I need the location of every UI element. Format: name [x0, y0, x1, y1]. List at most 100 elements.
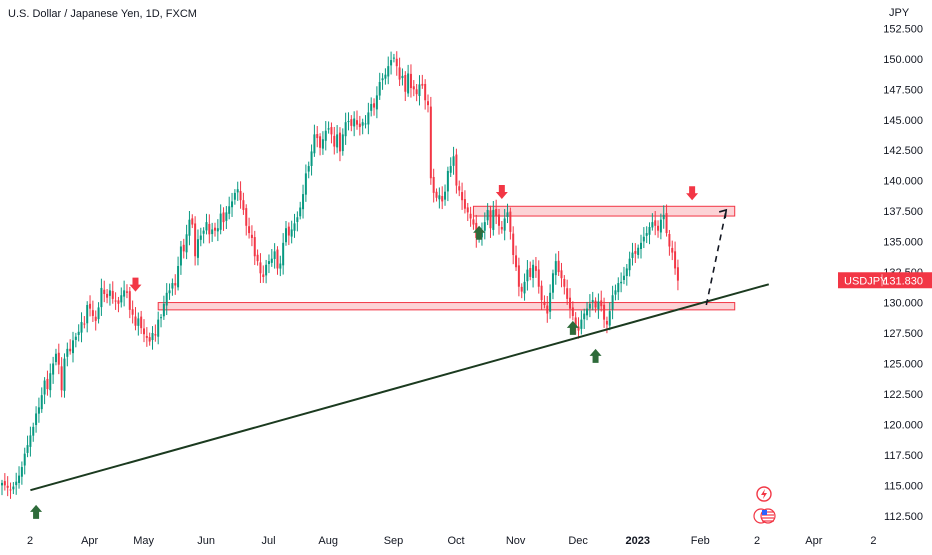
- candle-body: [165, 292, 168, 306]
- x-tick-label: Apr: [805, 535, 822, 547]
- chart-title: U.S. Dollar / Japanese Yen, 1D, FXCM: [8, 8, 197, 20]
- candle-body: [307, 166, 310, 172]
- candle-body: [214, 227, 216, 231]
- candle-body: [333, 135, 336, 147]
- candle-body: [409, 73, 412, 89]
- candle-body: [407, 73, 410, 94]
- support-zone[interactable]: [157, 302, 736, 311]
- x-tick-label: Feb: [691, 535, 710, 547]
- candle-body: [620, 281, 623, 284]
- up-arrow-icon: [566, 320, 579, 335]
- candle-body: [108, 290, 111, 296]
- candle-body: [114, 300, 117, 302]
- candle-body: [94, 316, 97, 321]
- candle-body: [509, 211, 512, 232]
- candle-body: [498, 214, 500, 226]
- candle-body: [495, 209, 498, 217]
- candle-body: [23, 453, 26, 466]
- candle-body: [248, 226, 251, 234]
- candle-body: [157, 319, 160, 337]
- last-price-value: 131.830: [883, 275, 923, 287]
- x-tick-label: Sep: [384, 535, 404, 547]
- y-tick-label: 147.500: [883, 84, 923, 96]
- candle-body: [412, 86, 415, 90]
- candle-body: [574, 317, 577, 326]
- up-arrow-icon: [473, 225, 486, 240]
- candle-body: [361, 122, 364, 126]
- candle-body: [57, 352, 60, 365]
- candle-body: [594, 300, 597, 308]
- candle-body: [270, 258, 273, 263]
- candle-body: [569, 297, 571, 309]
- candle-body: [674, 251, 677, 269]
- candle-body: [583, 313, 586, 320]
- candle-body: [534, 266, 537, 271]
- candle-body: [367, 112, 370, 125]
- candle-body: [586, 308, 589, 316]
- candle-body: [532, 264, 535, 278]
- candle-body: [341, 134, 344, 152]
- down-arrow-icon: [686, 186, 699, 201]
- candle-body: [523, 281, 526, 294]
- candle-body: [381, 78, 384, 81]
- trendline[interactable]: [30, 283, 770, 492]
- resistance-zone[interactable]: [472, 205, 736, 217]
- candle-body: [319, 136, 322, 148]
- x-tick-label: May: [133, 535, 154, 547]
- candle-body: [145, 335, 148, 338]
- candle-body: [543, 301, 546, 305]
- candle-body: [12, 486, 15, 490]
- candle-body: [466, 207, 469, 213]
- candle-body: [259, 262, 262, 274]
- candle-body: [483, 222, 486, 231]
- candle-body: [472, 219, 475, 225]
- y-tick-label: 145.000: [883, 115, 923, 127]
- candle-body: [415, 89, 418, 95]
- x-tick-label: Jul: [262, 535, 276, 547]
- candle-body: [66, 348, 69, 357]
- candle-body: [529, 268, 532, 277]
- candle-body: [120, 295, 123, 303]
- y-tick-label: 122.500: [883, 389, 923, 401]
- candle-body: [611, 295, 614, 310]
- candle-body: [262, 274, 265, 277]
- price-label[interactable]: [838, 272, 932, 289]
- candle-body: [100, 287, 103, 308]
- lines-layer: [30, 208, 770, 492]
- candle-body: [111, 290, 114, 299]
- candle-body: [86, 304, 89, 324]
- candle-body: [622, 275, 625, 281]
- candle-body: [128, 291, 131, 310]
- candle-body: [486, 209, 489, 221]
- candle-body: [526, 269, 529, 282]
- candle-body: [83, 323, 86, 325]
- candle-body: [276, 249, 279, 269]
- candle-body: [77, 331, 80, 335]
- candle-body: [424, 83, 427, 101]
- candle-body: [233, 192, 236, 200]
- projection-line[interactable]: [705, 209, 727, 306]
- candle-body: [242, 200, 245, 210]
- x-tick-label: 2: [754, 535, 760, 547]
- us-flag-icon[interactable]: [753, 508, 776, 524]
- candle-body: [438, 195, 441, 200]
- candle-body: [520, 286, 523, 292]
- candle-body: [512, 233, 515, 256]
- candle-body: [191, 218, 194, 225]
- candle-body: [628, 258, 631, 271]
- candle-body: [671, 247, 674, 253]
- candle-body: [196, 239, 199, 258]
- candle-body: [265, 264, 268, 276]
- candle-body: [273, 251, 276, 259]
- candle-body: [517, 265, 520, 287]
- candle-body: [324, 130, 327, 141]
- candle-body: [591, 300, 594, 302]
- candle-body: [515, 255, 518, 268]
- candle-body: [282, 242, 285, 266]
- candle-body: [72, 340, 74, 354]
- candle-body: [285, 228, 287, 243]
- candle-body: [384, 74, 387, 79]
- x-tick-label: Dec: [568, 535, 588, 547]
